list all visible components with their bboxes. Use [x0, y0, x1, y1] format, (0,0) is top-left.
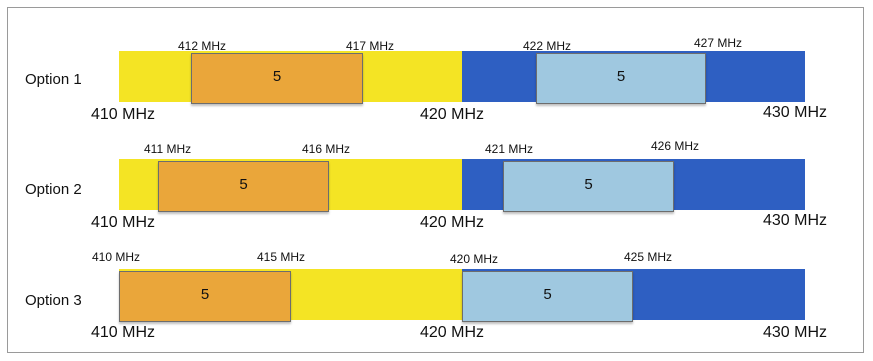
option-2-scale-right: 430 MHz	[763, 212, 828, 229]
option-1-upper-block-value: 5	[616, 68, 626, 85]
option-1-scale-mid: 420 MHz	[420, 106, 485, 123]
option-2-lower-block-end-label: 416 MHz	[302, 142, 351, 156]
option-2-label: Option 2	[25, 181, 82, 198]
option-1-scale-left: 410 MHz	[91, 106, 156, 123]
option-3-scale-left: 410 MHz	[91, 324, 156, 341]
option-1-lower-block-value: 5	[272, 68, 282, 85]
option-2-upper-block-value: 5	[584, 176, 593, 193]
option-1-lower-block-start-label: 412 MHz	[178, 39, 227, 53]
option-3-upper-block: 5	[462, 271, 633, 322]
option-1-upper-block-start-label: 422 MHz	[523, 39, 572, 53]
option-2-upper-block-end-label: 426 MHz	[651, 139, 700, 153]
option-3-label: Option 3	[25, 292, 82, 309]
option-1-label: Option 1	[25, 71, 82, 88]
option-1-lower-block-end-label: 417 MHz	[346, 39, 395, 53]
option-1-upper-block: 5	[536, 53, 706, 104]
option-3-lower-block-value: 5	[200, 286, 210, 303]
option-2-upper-block-start-label: 421 MHz	[485, 142, 534, 156]
option-3-lower-block-start-label: 410 MHz	[92, 250, 141, 264]
option-2-lower-block: 5	[158, 161, 329, 212]
option-2-lower-block-start-label: 411 MHz	[144, 142, 192, 156]
option-3-scale-mid: 420 MHz	[420, 324, 485, 341]
option-1-upper-block-end-label: 427 MHz	[694, 36, 743, 50]
option-3-scale-right: 430 MHz	[763, 324, 828, 341]
option-3-upper-block-start-label: 420 MHz	[450, 252, 499, 266]
option-2-scale-left: 410 MHz	[91, 214, 156, 231]
diagram-frame: 412 MHz 417 MHz 422 MHz 427 MHz Option 1…	[7, 7, 864, 353]
option-2-scale-mid: 420 MHz	[420, 214, 485, 231]
option-3-lower-block: 5	[119, 271, 291, 322]
option-3-lower-block-end-label: 415 MHz	[257, 250, 306, 264]
option-2-lower-block-value: 5	[239, 176, 248, 193]
option-2-upper-block: 5	[503, 161, 674, 212]
option-1-lower-block: 5	[191, 53, 363, 104]
option-3-upper-block-value: 5	[543, 286, 552, 303]
option-1-scale-right: 430 MHz	[763, 104, 828, 121]
option-3-upper-block-end-label: 425 MHz	[624, 250, 673, 264]
